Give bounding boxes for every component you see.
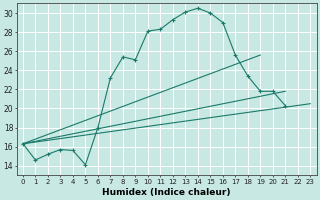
- X-axis label: Humidex (Indice chaleur): Humidex (Indice chaleur): [102, 188, 231, 197]
